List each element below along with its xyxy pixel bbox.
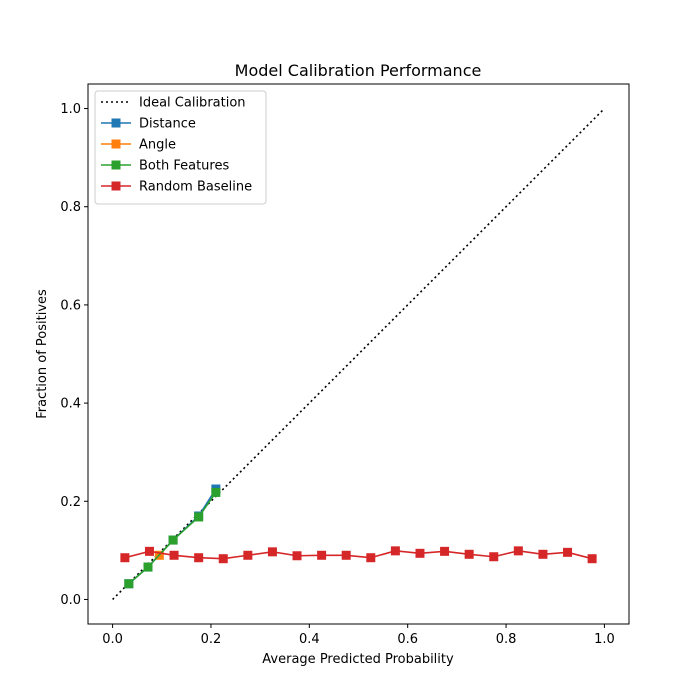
data-point-random-baseline [440, 546, 450, 556]
legend-label-distance: Distance [139, 117, 196, 132]
data-point-random-baseline [317, 550, 327, 560]
legend-label-both-features: Both Features [139, 159, 229, 174]
legend-item-ideal-calibration: Ideal Calibration [101, 96, 246, 111]
data-point-both-features [124, 579, 134, 589]
x-tick-label: 0.2 [201, 632, 222, 647]
x-axis-label: Average Predicted Probability [262, 652, 454, 667]
data-point-random-baseline [243, 550, 253, 560]
data-point-random-baseline [120, 553, 130, 563]
data-point-random-baseline [538, 549, 548, 559]
y-tick-label: 0.4 [60, 397, 81, 412]
plot-area [112, 107, 605, 601]
chart-title: Model Calibration Performance [235, 61, 482, 80]
data-point-random-baseline [415, 548, 425, 558]
data-point-random-baseline [194, 553, 204, 563]
y-tick-label: 0.2 [60, 495, 81, 510]
legend-item-distance: Distance [101, 117, 196, 132]
data-point-both-features [168, 535, 178, 545]
legend: Ideal Calibration Distance Angle Both Featu… [94, 90, 267, 205]
data-point-random-baseline [292, 551, 302, 561]
data-point-random-baseline [169, 550, 179, 560]
data-point-both-features [143, 562, 153, 572]
x-tick-label: 0.8 [496, 632, 517, 647]
x-tick-label: 0.4 [299, 632, 320, 647]
data-point-both-features [194, 512, 204, 522]
legend-item-random-baseline: Random Baseline [101, 180, 252, 195]
data-point-random-baseline [144, 546, 154, 556]
y-axis-label: Fraction of Positives [35, 289, 50, 419]
data-point-random-baseline [563, 547, 573, 557]
legend-box [94, 90, 267, 205]
x-axis: 0.0 0.2 0.4 0.6 0.8 1.0 [102, 624, 615, 647]
data-point-random-baseline [513, 546, 523, 556]
legend-item-both-features: Both Features [101, 159, 229, 174]
legend-label-ideal-calibration: Ideal Calibration [139, 96, 246, 111]
y-tick-label: 1.0 [60, 102, 81, 117]
series-both-features [124, 487, 221, 589]
legend-item-angle: Angle [101, 138, 176, 153]
axes-frame [87, 83, 630, 625]
x-tick-label: 1.0 [594, 632, 615, 647]
data-point-random-baseline [587, 554, 597, 564]
legend-label-random-baseline: Random Baseline [139, 180, 252, 195]
data-point-random-baseline [366, 553, 376, 563]
data-point-random-baseline [390, 546, 400, 556]
data-point-random-baseline [489, 552, 499, 562]
legend-marker-angle [111, 139, 121, 149]
data-point-random-baseline [464, 549, 474, 559]
series-random-baseline [120, 546, 597, 564]
legend-marker-random-baseline [111, 181, 121, 191]
data-point-random-baseline [341, 550, 351, 560]
x-tick-label: 0.6 [397, 632, 418, 647]
y-tick-label: 0.6 [60, 298, 81, 313]
legend-label-angle: Angle [139, 138, 176, 153]
data-point-both-features [211, 487, 221, 497]
data-point-random-baseline [267, 547, 277, 557]
x-tick-label: 0.0 [102, 632, 123, 647]
legend-marker-distance [111, 118, 121, 128]
y-axis: 0.0 0.2 0.4 0.6 0.8 1.0 [60, 102, 88, 608]
data-point-random-baseline [218, 554, 228, 564]
legend-marker-both-features [111, 160, 121, 170]
y-tick-label: 0.0 [60, 593, 81, 608]
y-tick-label: 0.8 [60, 200, 81, 215]
